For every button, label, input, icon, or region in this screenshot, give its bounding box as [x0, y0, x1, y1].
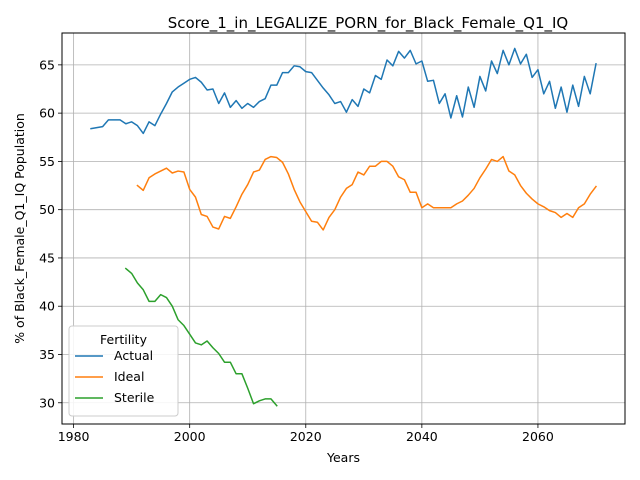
- y-tick-label: 65: [39, 57, 55, 72]
- y-tick-label: 30: [39, 395, 55, 410]
- plot-frame: [61, 32, 626, 425]
- series-line-actual: [90, 47, 597, 135]
- series-line-sterile: [124, 267, 278, 407]
- x-tick-label: 2000: [174, 429, 206, 444]
- x-tick-label: 2060: [522, 429, 554, 444]
- y-tick-label: 60: [39, 106, 55, 121]
- y-tick-label: 40: [39, 299, 55, 314]
- y-axis-label: % of Black_Female_Q1_IQ Population: [12, 113, 27, 344]
- legend-label-sterile: Sterile: [114, 390, 155, 405]
- series-lines: [90, 47, 598, 407]
- y-tick-label: 35: [39, 347, 55, 362]
- axis-ticks: 1980 2000 2020 2040 2060 30 35 40 45 50 55 60 65: [39, 57, 554, 444]
- x-tick-label: 2020: [290, 429, 322, 444]
- series-line-ideal: [136, 155, 598, 231]
- chart-title: Score_1_in_LEGALIZE_PORN_for_Black_Femal…: [168, 14, 569, 33]
- x-axis-label: Years: [326, 450, 360, 465]
- legend-box: [68, 325, 179, 417]
- y-tick-label: 45: [39, 250, 55, 265]
- legend-label-actual: Actual: [114, 348, 153, 363]
- legend-title: Fertility: [100, 332, 148, 347]
- y-tick-label: 50: [39, 202, 55, 217]
- legend: Fertility Actual Ideal Sterile: [68, 325, 179, 417]
- legend-entries: Actual Ideal Sterile: [75, 348, 155, 405]
- x-tick-label: 2040: [406, 429, 438, 444]
- x-tick-label: 1980: [58, 429, 90, 444]
- y-tick-label: 55: [39, 154, 55, 169]
- legend-label-ideal: Ideal: [114, 369, 144, 384]
